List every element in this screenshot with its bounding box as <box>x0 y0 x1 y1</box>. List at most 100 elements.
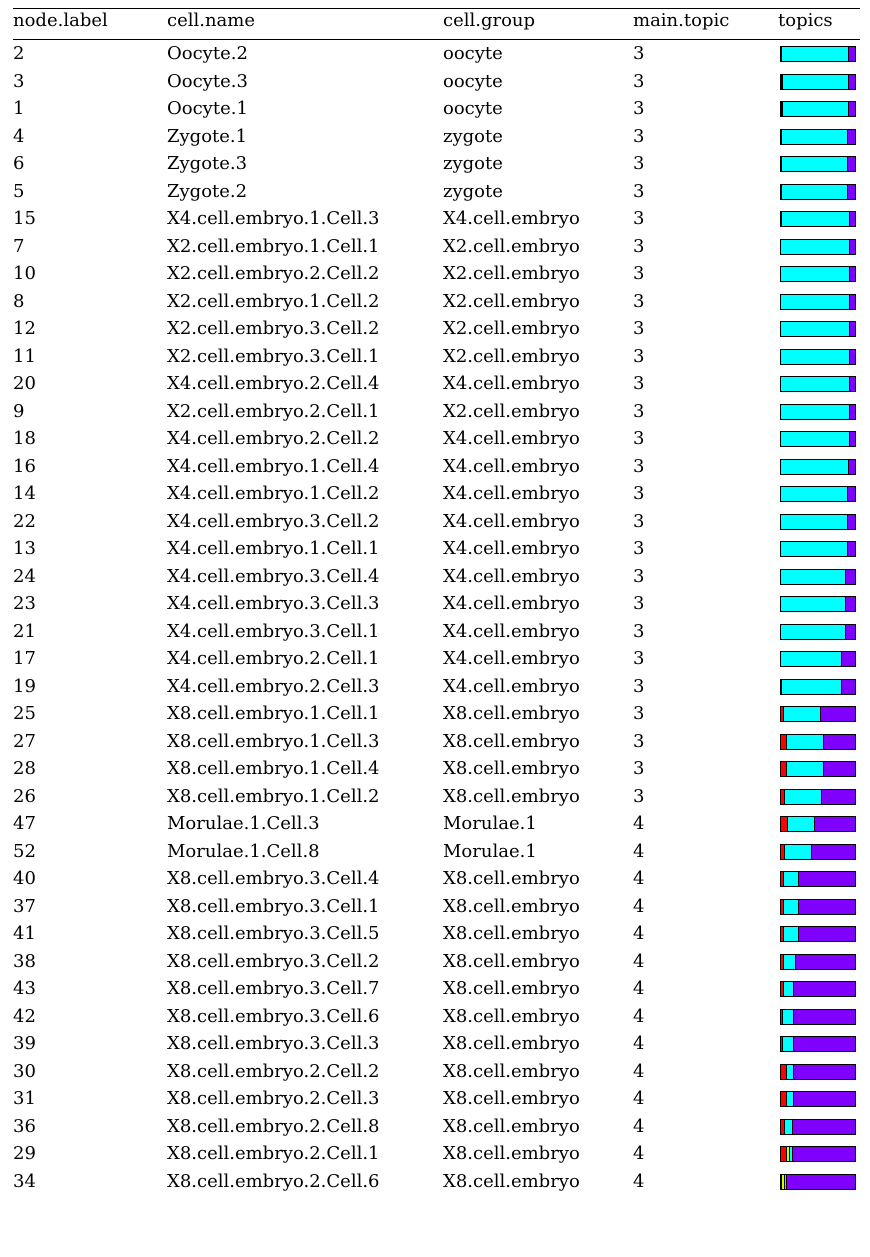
cell-group-cell: X8.cell.embryo <box>443 758 580 779</box>
topic-3-segment <box>783 102 850 116</box>
topic-3-segment <box>781 432 850 446</box>
cell-name-cell: Morulae.1.Cell.8 <box>167 840 320 862</box>
topic-4-segment <box>848 129 855 144</box>
main-topic-cell: 3 <box>633 180 645 202</box>
topic-proportion-bar <box>780 651 856 667</box>
main-topic-cell: 3 <box>633 785 645 807</box>
node-label-cell: 27 <box>13 730 36 752</box>
cell-name-cell: X8.cell.embryo.2.Cell.1 <box>167 1143 380 1164</box>
topic-1-segment <box>781 679 783 694</box>
cell-name-cell: X4.cell.embryo.3.Cell.2 <box>167 510 380 532</box>
table-row: 7 X2.cell.embryo.1.Cell.1 X2.cell.embryo 3 <box>13 235 860 263</box>
topic-1-segment <box>781 184 782 199</box>
header-cell-group: cell.group <box>443 10 536 31</box>
topic-proportion-bar <box>780 403 856 420</box>
topic-4-segment <box>795 954 855 969</box>
topic-proportion-bar <box>780 926 856 942</box>
main-topic-cell: 3 <box>633 400 645 422</box>
main-topic-cell: 4 <box>633 923 645 944</box>
cell-group-cell: X2.cell.embryo <box>443 400 580 422</box>
topic-3-segment <box>789 1147 793 1161</box>
table-row: 38 X8.cell.embryo.3.Cell.2 X8.cell.embryo 4 <box>13 950 860 978</box>
node-label-cell: 19 <box>13 675 36 697</box>
topic-3-segment <box>781 322 850 336</box>
table-row: 10 X2.cell.embryo.2.Cell.2 X2.cell.embryo 3 <box>13 262 860 290</box>
topic-4-segment <box>849 267 855 281</box>
main-topic-cell: 3 <box>633 510 645 532</box>
table-row: 37 X8.cell.embryo.3.Cell.1 X8.cell.embryo 4 <box>13 895 860 923</box>
main-topic-cell: 4 <box>633 1060 645 1082</box>
topic-4-segment <box>847 542 855 556</box>
table-row: 18 X4.cell.embryo.2.Cell.2 X4.cell.embryo 3 <box>13 427 860 455</box>
topic-proportion-bar <box>780 1118 856 1135</box>
topic-1-segment <box>781 817 789 831</box>
cell-group-cell: zygote <box>443 180 503 202</box>
topic-3-segment <box>783 1037 794 1051</box>
cell-name-cell: X4.cell.embryo.3.Cell.1 <box>167 620 380 642</box>
topic-1-segment <box>781 762 787 776</box>
cell-name-cell: X8.cell.embryo.2.Cell.2 <box>167 1060 380 1082</box>
topic-4-segment <box>849 349 855 364</box>
main-topic-cell: 3 <box>633 758 645 779</box>
topic-4-segment <box>848 157 855 171</box>
node-label-cell: 13 <box>13 538 36 559</box>
cell-name-cell: X8.cell.embryo.1.Cell.2 <box>167 785 380 807</box>
topic-proportion-bar <box>780 238 856 255</box>
node-label-cell: 37 <box>13 895 36 917</box>
main-topic-cell: 3 <box>633 373 645 394</box>
topic-proportion-bar <box>780 513 856 530</box>
cell-name-cell: Oocyte.2 <box>167 43 248 64</box>
cell-group-cell: X8.cell.embryo <box>443 1170 580 1192</box>
cell-name-cell: X4.cell.embryo.3.Cell.3 <box>167 593 380 614</box>
topic-proportion-bar <box>780 1008 856 1025</box>
topic-3-segment <box>781 487 848 501</box>
topic-2-segment <box>782 102 783 116</box>
cell-group-cell: X4.cell.embryo <box>443 565 580 587</box>
topic-proportion-bar <box>780 321 856 337</box>
table-top-rule <box>13 8 860 10</box>
node-label-cell: 31 <box>13 1088 36 1109</box>
node-label-cell: 43 <box>13 978 36 999</box>
topic-1-segment <box>781 899 784 914</box>
main-topic-cell: 4 <box>633 1170 645 1192</box>
cell-name-cell: Oocyte.3 <box>167 70 248 92</box>
cell-group-cell: X4.cell.embryo <box>443 620 580 642</box>
topic-1-segment <box>781 1037 784 1051</box>
topic-3-segment <box>782 679 842 694</box>
node-label-cell: 30 <box>13 1060 36 1082</box>
topic-proportion-bar <box>780 376 856 392</box>
topic-4-segment <box>815 817 855 831</box>
cell-name-cell: X4.cell.embryo.2.Cell.3 <box>167 675 380 697</box>
cell-group-cell: X2.cell.embryo <box>443 263 580 284</box>
topic-3-segment <box>781 569 847 584</box>
topic-1-segment <box>781 129 782 144</box>
node-label-cell: 4 <box>13 125 25 147</box>
topic-3-segment <box>781 267 850 281</box>
cell-group-cell: X4.cell.embryo <box>443 373 580 394</box>
main-topic-cell: 3 <box>633 593 645 614</box>
table-row: 14 X4.cell.embryo.1.Cell.2 X4.cell.embryo 3 <box>13 482 860 510</box>
topic-proportion-bar <box>780 73 856 90</box>
cell-group-cell: X8.cell.embryo <box>443 1143 580 1164</box>
table-row: 11 X2.cell.embryo.3.Cell.1 X2.cell.embryo 3 <box>13 345 860 373</box>
topic-2-segment <box>782 74 784 89</box>
topic-1-segment <box>781 954 784 969</box>
cell-group-cell: oocyte <box>443 70 503 92</box>
node-label-cell: 16 <box>13 455 36 477</box>
header-main-topic: main.topic <box>633 10 730 31</box>
topic-3-segment <box>782 129 849 144</box>
table-row: 3 Oocyte.3 oocyte 3 <box>13 70 860 98</box>
node-label-cell: 10 <box>13 263 36 284</box>
topic-1-segment <box>781 102 782 116</box>
cell-group-cell: zygote <box>443 125 503 147</box>
topic-4-segment <box>812 844 855 859</box>
table-row: 26 X8.cell.embryo.1.Cell.2 X8.cell.embryo 3 <box>13 785 860 813</box>
node-label-cell: 39 <box>13 1033 36 1054</box>
cell-name-cell: X2.cell.embryo.2.Cell.2 <box>167 263 380 284</box>
table-header-row: node.label cell.name cell.group main.top… <box>13 8 860 36</box>
table-row: 1 Oocyte.1 oocyte 3 <box>13 97 860 125</box>
table-row: 47 Morulae.1.Cell.3 Morulae.1 4 <box>13 812 860 840</box>
cell-group-cell: X4.cell.embryo <box>443 648 580 669</box>
main-topic-cell: 3 <box>633 648 645 669</box>
node-label-cell: 1 <box>13 98 25 119</box>
